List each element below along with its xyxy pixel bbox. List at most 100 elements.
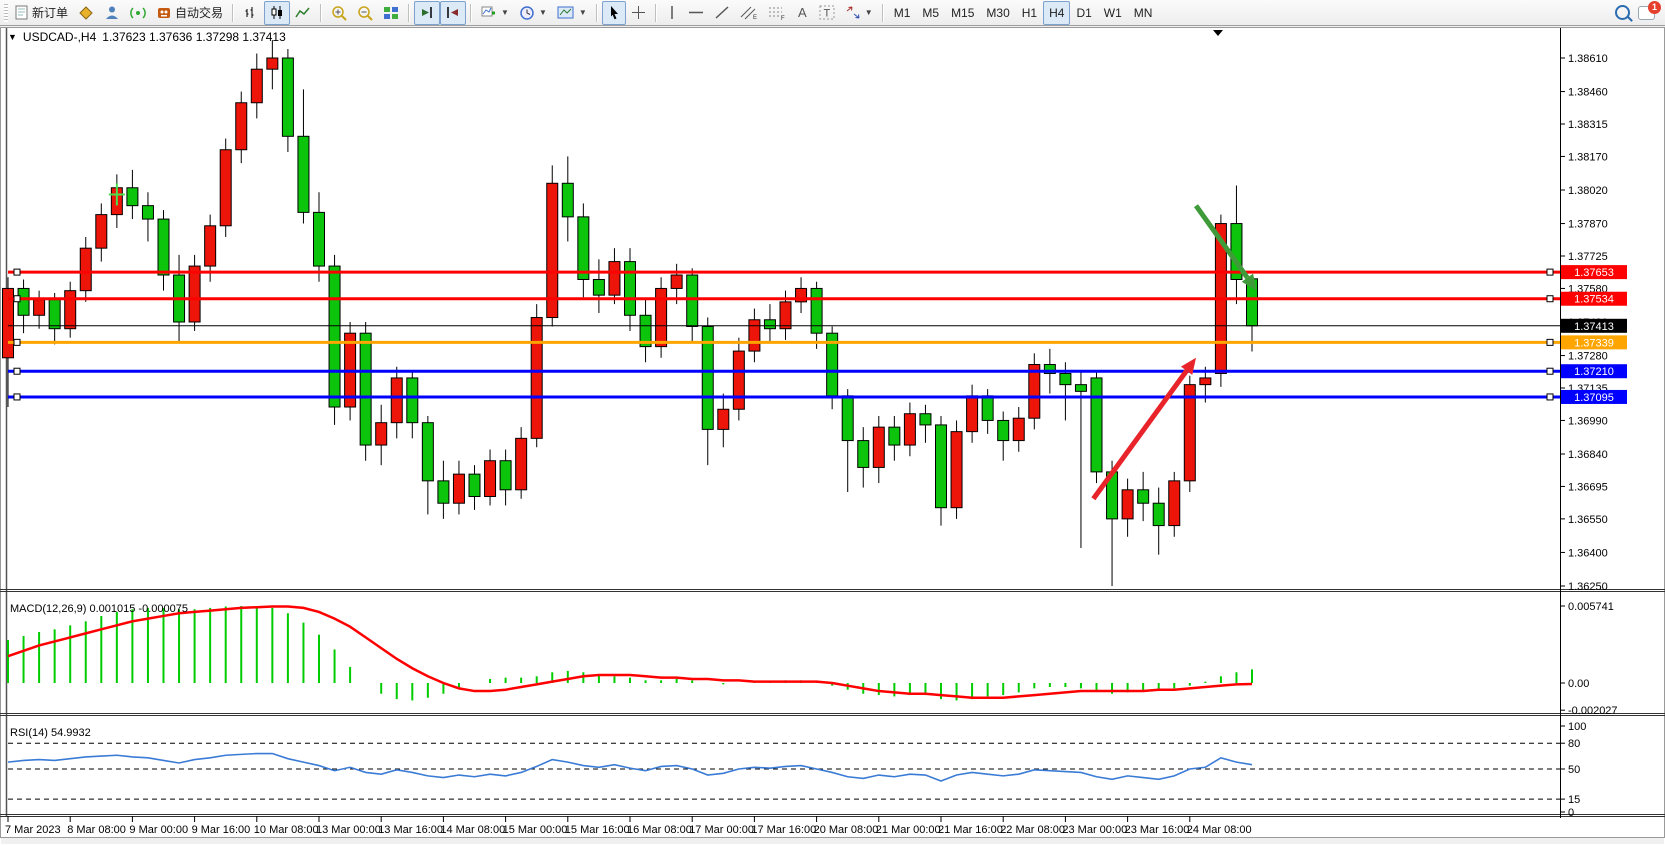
line-chart-mode-button[interactable] xyxy=(290,1,316,25)
vline-tool-button[interactable] xyxy=(661,1,683,25)
trend-arrow-up-arrow[interactable] xyxy=(1091,369,1189,501)
timeframe-h4[interactable]: H4 xyxy=(1043,0,1071,25)
rsi-tick-label: 15 xyxy=(1568,794,1580,806)
gold-symbol-button[interactable] xyxy=(73,1,99,25)
trend-arrow-down-arrow[interactable] xyxy=(1193,204,1250,280)
hline-tool-button[interactable] xyxy=(683,1,709,25)
candle xyxy=(530,317,543,439)
label-tool-button[interactable]: T xyxy=(814,1,840,25)
templates-button[interactable]: ▼ xyxy=(552,1,592,25)
line-handle[interactable] xyxy=(13,393,21,401)
timeframe-m5[interactable]: M5 xyxy=(922,5,940,20)
candle xyxy=(872,426,885,468)
text-tool-button[interactable]: A xyxy=(791,1,814,25)
horizontal-line-icon xyxy=(688,11,703,14)
line-chart-icon xyxy=(295,7,310,18)
chart-shift-icon xyxy=(447,7,459,18)
price-tick-label: 1.37870 xyxy=(1568,219,1608,231)
macd-tick-label: 0.005741 xyxy=(1568,601,1614,613)
dropdown-arrow-icon: ▼ xyxy=(864,8,873,17)
gold-nugget-icon xyxy=(79,5,93,20)
timeframe-w1[interactable]: W1 xyxy=(1103,5,1122,20)
text-icon: A xyxy=(798,5,807,20)
line-handle[interactable] xyxy=(13,338,21,346)
candle xyxy=(452,473,465,504)
candle xyxy=(1152,502,1165,527)
price-badge-label: 1.37339 xyxy=(1574,337,1614,349)
candle xyxy=(188,265,201,323)
chart-canvas[interactable]: 1.38610 1.38460 1.38315 1.38170 1.38020 1.378… xyxy=(0,27,1665,845)
periods-button[interactable]: ▼ xyxy=(514,1,552,25)
zoom-in-icon xyxy=(332,5,347,21)
price-tick-label: 1.36250 xyxy=(1568,581,1608,593)
line-handle[interactable] xyxy=(1546,268,1554,276)
price-badge xyxy=(1561,318,1627,333)
timeframe-h1[interactable]: H1 xyxy=(1021,5,1038,20)
candlestick-icon xyxy=(271,6,283,19)
bar-chart-mode-button[interactable] xyxy=(238,1,264,25)
dropdown-arrow-icon: ▼ xyxy=(578,8,587,17)
chat-icon[interactable]: 1 xyxy=(1638,0,1661,20)
time-label: 13 Mar 16:00 xyxy=(378,824,443,836)
candle xyxy=(126,187,139,207)
cursor-tool-button[interactable] xyxy=(601,0,626,25)
time-label: 9 Mar 16:00 xyxy=(192,824,251,836)
line-handle[interactable] xyxy=(13,367,21,375)
channel-tool-button[interactable]: E xyxy=(735,1,763,25)
autotrade-button[interactable]: 自动交易 xyxy=(151,1,228,25)
svg-text:E: E xyxy=(753,15,757,20)
line-handle[interactable] xyxy=(1546,393,1554,401)
price-badge xyxy=(1561,389,1627,404)
price-tick-label: 1.36695 xyxy=(1568,481,1608,493)
market-depth-button[interactable] xyxy=(99,1,125,25)
add-indicator-button[interactable]: ▼ xyxy=(476,1,514,25)
candle xyxy=(141,205,154,220)
zoom-in-button[interactable] xyxy=(326,1,352,25)
candle xyxy=(592,278,605,296)
line-handle[interactable] xyxy=(1546,295,1554,303)
signals-button[interactable] xyxy=(125,1,151,25)
timeframe-d1[interactable]: D1 xyxy=(1076,5,1092,20)
line-handle[interactable] xyxy=(1546,338,1554,346)
svg-text:A: A xyxy=(798,5,807,20)
auto-scroll-button[interactable] xyxy=(414,0,441,25)
line-handle[interactable] xyxy=(13,295,21,303)
arrows-tool-button[interactable]: ▼ xyxy=(840,1,878,25)
fibonacci-tool-button[interactable]: F xyxy=(763,1,791,25)
separator xyxy=(595,3,598,22)
tile-windows-button[interactable] xyxy=(378,1,404,25)
time-label: 20 Mar 08:00 xyxy=(814,824,879,836)
time-label: 17 Mar 00:00 xyxy=(689,824,754,836)
collapse-objects-icon[interactable]: ▼ xyxy=(8,32,17,42)
search-icon[interactable] xyxy=(1615,5,1630,20)
candle xyxy=(1012,417,1025,442)
candle xyxy=(79,247,92,292)
timeframe-m15[interactable]: M15 xyxy=(951,5,975,20)
timeframe-m1[interactable]: M1 xyxy=(893,5,911,20)
timeframe-m30[interactable]: M30 xyxy=(986,5,1010,20)
candle xyxy=(359,332,372,446)
trendline-tool-button[interactable] xyxy=(709,1,735,25)
time-label: 14 Mar 08:00 xyxy=(440,824,505,836)
candle xyxy=(795,287,808,303)
new-order-button[interactable]: 新订单 xyxy=(10,1,73,25)
rsi-tick-label: 50 xyxy=(1568,764,1580,776)
candlestick-mode-button[interactable] xyxy=(264,0,291,25)
candle xyxy=(1183,384,1196,482)
line-handle[interactable] xyxy=(13,268,21,276)
time-label: 21 Mar 16:00 xyxy=(938,824,1003,836)
candle xyxy=(421,422,434,482)
chart-shift-marker[interactable] xyxy=(1213,30,1223,36)
price-tick-label: 1.38315 xyxy=(1568,119,1608,131)
timeframe-mn[interactable]: MN xyxy=(1133,5,1153,20)
candle xyxy=(997,419,1010,442)
trend-arrow-head xyxy=(1180,357,1197,375)
chart-shift-button[interactable] xyxy=(440,0,467,25)
candle xyxy=(1137,489,1150,504)
price-tick-label: 1.37725 xyxy=(1568,251,1608,263)
time-label: 13 Mar 00:00 xyxy=(316,824,381,836)
crosshair-tool-button[interactable] xyxy=(626,1,651,25)
line-handle[interactable] xyxy=(1546,367,1554,375)
candle xyxy=(1074,384,1087,392)
zoom-out-button[interactable] xyxy=(352,1,378,25)
